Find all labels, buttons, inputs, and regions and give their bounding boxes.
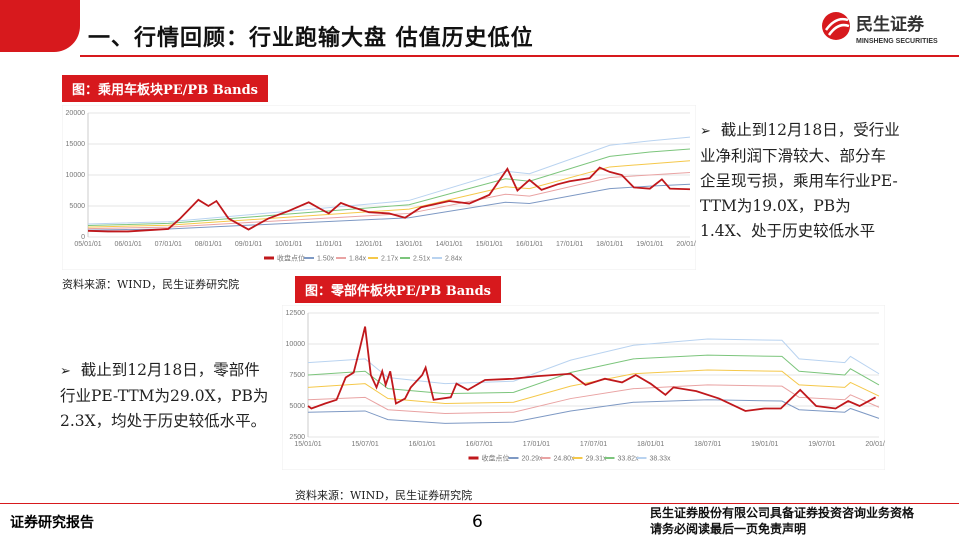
y-tick-label: 7500 [289, 372, 305, 379]
band-line-2.17x [87, 160, 691, 228]
y-tick-label: 5000 [69, 203, 85, 210]
y-tick-label: 5000 [289, 403, 305, 410]
x-tick-label: 12/01/01 [355, 241, 382, 248]
band-line-24.80x [307, 384, 880, 414]
band-line-20.29x [307, 399, 880, 424]
x-tick-label: 19/07/01 [808, 441, 835, 448]
band-line-33.82x [307, 354, 880, 395]
legend-label: 20.29x [522, 456, 544, 463]
x-tick-label: 16/01/01 [516, 241, 543, 248]
x-tick-label: 17/01/01 [523, 441, 550, 448]
chart1-label: 图：乘用车板块PE/PB Bands [62, 75, 268, 102]
footer-divider [0, 503, 959, 504]
disclaimer-line-2: 请务必阅读最后一页免责声明 [650, 522, 807, 536]
bullet-icon: ➢ [700, 124, 711, 139]
y-tick-label: 10000 [286, 341, 306, 348]
page-title: 一、行情回顾：行业跑输大盘 估值历史低位 [88, 26, 534, 51]
legend-label: 33.82x [618, 456, 640, 463]
x-tick-label: 09/01/01 [235, 241, 262, 248]
legend-label: 1.84x [349, 256, 367, 263]
disclaimer-line-1: 民生证券股份有限公司具备证券投资咨询业务资格 [650, 506, 915, 520]
x-tick-label: 16/07/01 [466, 441, 493, 448]
y-tick-label: 10000 [66, 172, 86, 179]
disclaimer: 民生证券股份有限公司具备证券投资咨询业务资格 请务必阅读最后一页免责声明 [650, 505, 914, 537]
index-line [87, 166, 691, 233]
index-line [307, 326, 877, 412]
y-tick-label: 2500 [289, 434, 305, 441]
band-line-1.84x [87, 172, 691, 230]
chart2-source: 资料来源：WIND，民生证券研究院 [295, 489, 473, 502]
chart1-note-text: 截止到12月18日，受行业业净利润下滑较大、部分车企呈现亏损，乘用车行业PE-T… [700, 121, 900, 240]
x-tick-label: 20/01/01 [865, 441, 885, 448]
svg-text:MINSHENG SECURITIES: MINSHENG SECURITIES [856, 38, 938, 45]
x-tick-label: 18/01/01 [596, 241, 623, 248]
chart1-note: ➢ 截止到12月18日，受行业业净利润下滑较大、部分车企呈现亏损，乘用车行业PE… [700, 118, 900, 244]
x-tick-label: 13/01/01 [395, 241, 422, 248]
bullet-icon: ➢ [60, 364, 71, 379]
legend-label: 2.51x [413, 256, 431, 263]
y-tick-label: 0 [81, 234, 85, 241]
legend-label: 29.31x [586, 456, 608, 463]
x-tick-label: 05/01/01 [74, 241, 101, 248]
x-tick-label: 18/01/01 [637, 441, 664, 448]
legend-label: 收盘点位 [482, 454, 510, 463]
band-line-2.51x [87, 148, 691, 227]
logo-mark-icon: 民生证券 MINSHENG SECURITIES [822, 12, 938, 45]
y-tick-label: 15000 [66, 141, 86, 148]
legend-label: 24.80x [554, 456, 576, 463]
y-tick-label: 20000 [66, 110, 86, 117]
chart2-note: ➢ 截止到12月18日，零部件行业PE-TTM为29.0X，PB为2.3X，均处… [60, 358, 270, 434]
x-tick-label: 19/01/01 [636, 241, 663, 248]
x-tick-label: 17/01/01 [556, 241, 583, 248]
svg-text:民生证券: 民生证券 [856, 14, 925, 35]
legend-label: 38.33x [650, 456, 672, 463]
x-tick-label: 16/01/01 [409, 441, 436, 448]
chart1-pe-pb-bands: 0 5000 10000 15000 20000 05/01/01 06/01/01 07/0… [62, 105, 696, 270]
x-tick-label: 15/01/01 [476, 241, 503, 248]
band-line-29.31x [307, 369, 880, 405]
legend-label: 收盘点位 [277, 254, 305, 263]
chart1-source: 资料来源：WIND，民生证券研究院 [62, 278, 240, 291]
x-tick-label: 19/01/01 [751, 441, 778, 448]
company-logo: 民生证券 MINSHENG SECURITIES [820, 8, 959, 48]
x-tick-label: 07/01/01 [155, 241, 182, 248]
x-tick-label: 08/01/01 [195, 241, 222, 248]
x-tick-label: 14/01/01 [436, 241, 463, 248]
page-number: 6 [472, 512, 483, 532]
x-tick-label: 15/07/01 [351, 441, 378, 448]
x-tick-label: 15/01/01 [294, 441, 321, 448]
legend-label: 2.17x [381, 256, 399, 263]
chart2-pe-pb-bands: 2500 5000 7500 10000 12500 15/01/01 15/07/01 16… [282, 305, 885, 470]
x-tick-label: 20/01/01 [676, 241, 696, 248]
title-divider [80, 55, 959, 57]
x-tick-label: 10/01/01 [275, 241, 302, 248]
chart2-label: 图：零部件板块PE/PB Bands [295, 276, 501, 303]
y-tick-label: 12500 [286, 310, 306, 317]
chart-frame [62, 105, 696, 270]
x-tick-label: 18/07/01 [694, 441, 721, 448]
chart2-note-text: 截止到12月18日，零部件行业PE-TTM为29.0X，PB为2.3X，均处于历… [60, 361, 269, 430]
report-type: 证券研究报告 [10, 515, 94, 531]
legend-label: 2.84x [445, 256, 463, 263]
x-tick-label: 11/01/01 [315, 241, 342, 248]
header-accent [0, 0, 80, 52]
x-tick-label: 06/01/01 [115, 241, 142, 248]
legend-label: 1.50x [317, 256, 335, 263]
x-tick-label: 17/07/01 [580, 441, 607, 448]
